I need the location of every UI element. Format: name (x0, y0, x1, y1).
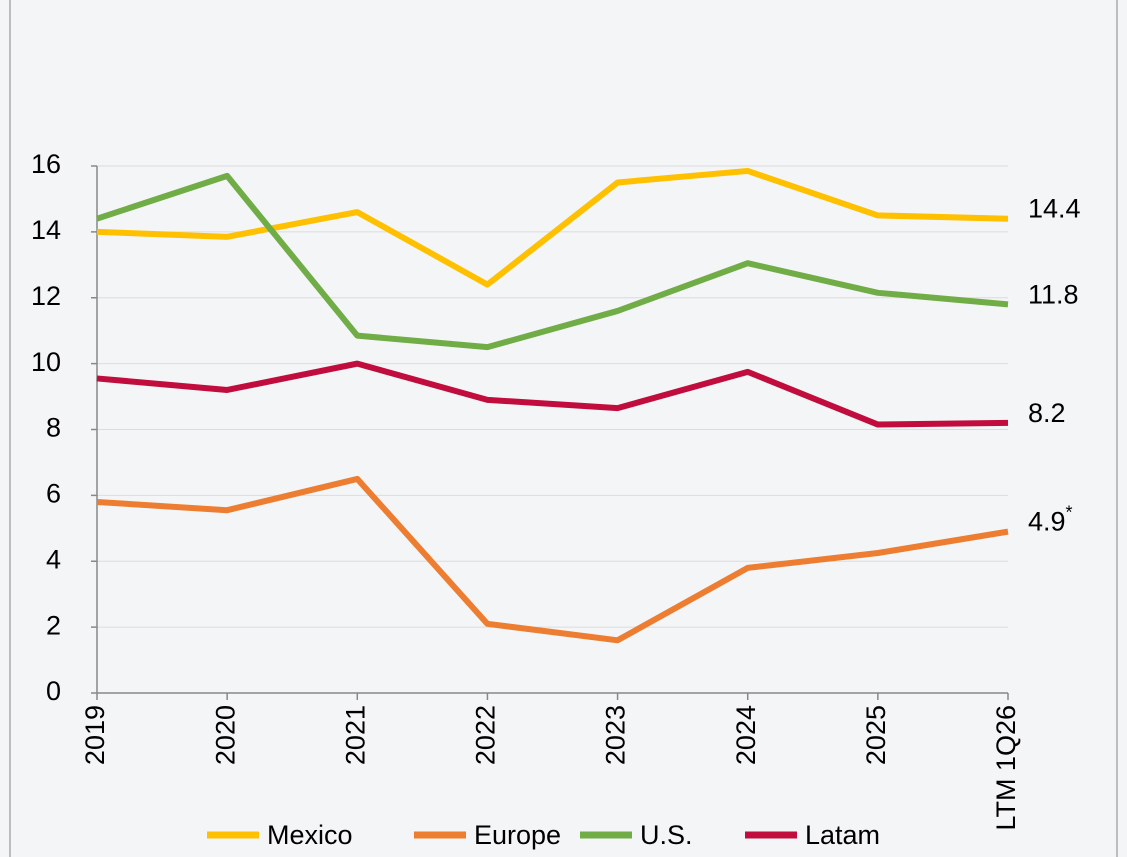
x-tick-label: 2019 (80, 705, 110, 765)
y-tick-label: 10 (31, 347, 61, 377)
end-label: 11.8 (1028, 279, 1079, 309)
y-tick-label: 2 (46, 610, 61, 640)
x-tick-label: 2024 (731, 705, 761, 765)
y-tick-label: 4 (46, 544, 61, 574)
y-tick-label: 14 (31, 215, 61, 245)
x-tick-label: 2020 (210, 705, 240, 765)
y-tick-label: 6 (46, 479, 61, 509)
y-tick-label: 16 (31, 149, 61, 179)
series-line (96, 172, 1009, 351)
end-label: 14.4 (1028, 194, 1081, 224)
y-tick-label: 8 (46, 413, 61, 443)
end-label: 4.9* (1028, 502, 1073, 536)
end-label: 8.2 (1028, 398, 1066, 428)
series-line (96, 167, 1009, 288)
legend-label: Europe (474, 820, 561, 850)
x-tick-label: 2022 (471, 705, 501, 765)
footnote-mark: * (1066, 502, 1073, 522)
x-tick-label: 2025 (861, 705, 891, 765)
y-tick-label: 0 (46, 676, 61, 706)
legend-label: U.S. (640, 820, 693, 850)
end-label-value: 8.2 (1028, 398, 1066, 428)
series-line (96, 360, 1009, 428)
legend-label: Latam (805, 820, 880, 850)
x-tick-label: 2023 (601, 705, 631, 765)
legend-label: Mexico (267, 820, 353, 850)
end-label-value: 4.9 (1028, 507, 1066, 537)
end-label-value: 14.4 (1028, 194, 1081, 224)
series-line (96, 475, 1009, 644)
y-tick-label: 12 (31, 281, 61, 311)
x-tick-label: LTM 1Q26 (991, 705, 1021, 831)
end-label-value: 11.8 (1028, 279, 1079, 309)
x-tick-label: 2021 (340, 705, 370, 765)
